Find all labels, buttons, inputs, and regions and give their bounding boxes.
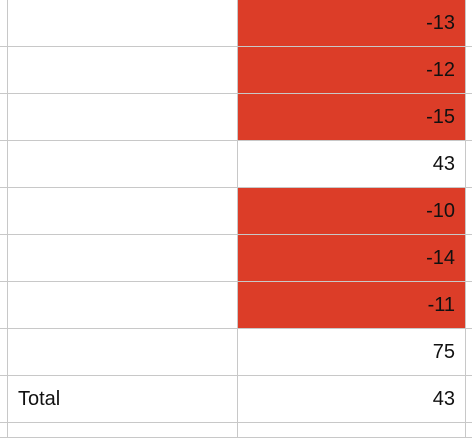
value-cell[interactable]: -11	[238, 282, 466, 329]
value-cell[interactable]: -10	[238, 188, 466, 235]
row-gutter-cell[interactable]	[0, 423, 8, 438]
row-gutter-cell[interactable]	[0, 282, 8, 329]
label-cell[interactable]	[8, 423, 238, 438]
next-column-cell[interactable]	[466, 94, 472, 141]
table-row: 43	[0, 141, 472, 188]
label-cell[interactable]	[8, 94, 238, 141]
value-cell[interactable]: -12	[238, 47, 466, 94]
label-cell[interactable]	[8, 282, 238, 329]
table-row: -13	[0, 0, 472, 47]
next-column-cell[interactable]	[466, 423, 472, 438]
row-gutter-cell[interactable]	[0, 329, 8, 376]
value-cell[interactable]: 43	[238, 141, 466, 188]
table-row: -10	[0, 188, 472, 235]
next-column-cell[interactable]	[466, 329, 472, 376]
row-gutter-cell[interactable]	[0, 141, 8, 188]
next-column-cell[interactable]	[466, 47, 472, 94]
row-gutter-cell[interactable]	[0, 94, 8, 141]
value-cell[interactable]: -13	[238, 0, 466, 47]
table-row: Total 43	[0, 376, 472, 423]
table-row: -12	[0, 47, 472, 94]
label-cell[interactable]	[8, 235, 238, 282]
next-column-cell[interactable]	[466, 141, 472, 188]
value-cell[interactable]	[238, 423, 466, 438]
row-gutter-cell[interactable]	[0, 47, 8, 94]
total-label-cell[interactable]: Total	[8, 376, 238, 423]
label-cell[interactable]	[8, 47, 238, 94]
label-cell[interactable]	[8, 0, 238, 47]
table-row: -11	[0, 282, 472, 329]
next-column-cell[interactable]	[466, 188, 472, 235]
table-row: -15	[0, 94, 472, 141]
next-column-cell[interactable]	[466, 235, 472, 282]
row-gutter-cell[interactable]	[0, 188, 8, 235]
total-value-cell[interactable]: 43	[238, 376, 466, 423]
next-column-cell[interactable]	[466, 376, 472, 423]
value-cell[interactable]: -15	[238, 94, 466, 141]
value-cell[interactable]: 75	[238, 329, 466, 376]
label-cell[interactable]	[8, 329, 238, 376]
label-cell[interactable]	[8, 141, 238, 188]
next-column-cell[interactable]	[466, 282, 472, 329]
table-row-partial	[0, 423, 472, 438]
table-row: -14	[0, 235, 472, 282]
table-row: 75	[0, 329, 472, 376]
row-gutter-cell[interactable]	[0, 376, 8, 423]
next-column-cell[interactable]	[466, 0, 472, 47]
row-gutter-cell[interactable]	[0, 0, 8, 47]
row-gutter-cell[interactable]	[0, 235, 8, 282]
value-cell[interactable]: -14	[238, 235, 466, 282]
label-cell[interactable]	[8, 188, 238, 235]
